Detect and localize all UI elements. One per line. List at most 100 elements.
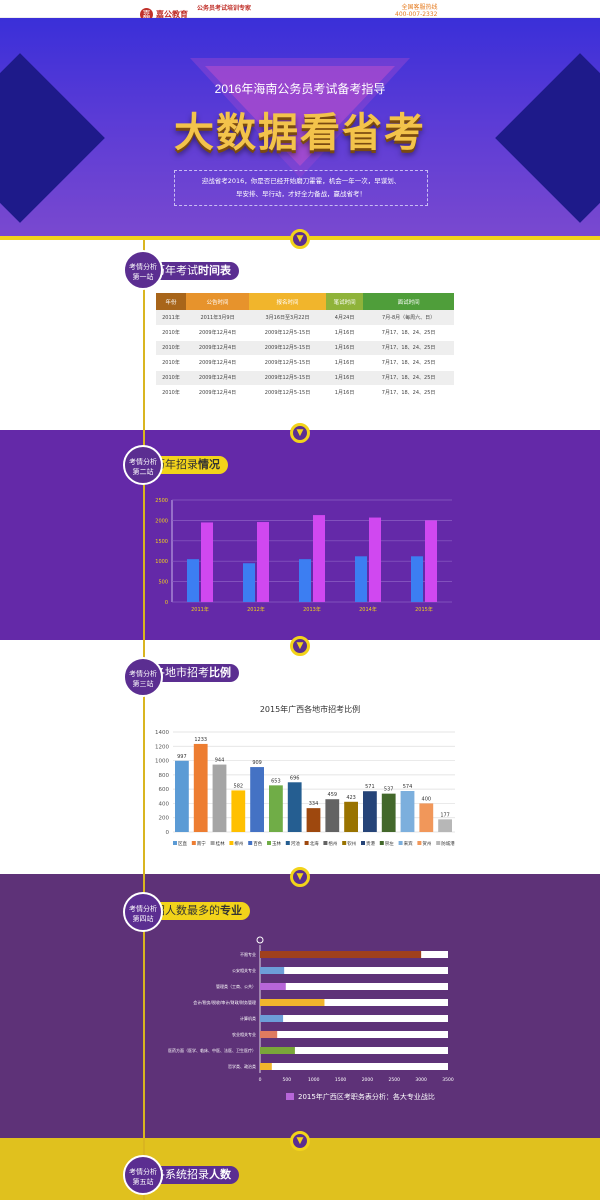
table-row: 2010年 2009年12月4日 2009年12月5-15日 1月16日 7月17、18… [156,340,454,356]
legend-label: 贺州 [422,840,431,847]
data-label: 997 [177,754,187,760]
bar [313,515,325,602]
table-cell: 2009年12月5-15日 [249,385,326,401]
table-cell: 7月17、18、24、25日 [363,385,454,401]
hero-title: 大数据看省考 [174,110,426,156]
chart-title: 2015年广西各地市招考比例 [260,704,360,714]
scroll-down-icon[interactable]: ▼ [290,636,310,656]
bar [419,803,434,832]
data-label: 574 [403,784,413,790]
x-tick-label: 2014年 [359,606,377,613]
bar [187,559,199,602]
legend-label: 防城港 [441,840,455,847]
section-5-badge: 考情分析 第五站 [123,1155,163,1195]
y-tick-label: 800 [159,773,170,779]
table-cell: 1月16日 [325,370,364,386]
section-3-title: 各地市招考比例 [140,664,239,682]
legend-label: 百色 [253,840,262,847]
table-cell: 7月17、18、24、25日 [363,325,454,341]
bar [260,1015,284,1022]
legend-swatch [286,1093,294,1100]
hotline: 全国客服热线 400-007-2332 [395,2,438,18]
bar [269,785,283,832]
y-tick-label: 0 [165,600,168,606]
logo-text: 嘉公教育 [156,10,188,19]
y-tick-label: 1500 [155,539,168,545]
table-cell: 7月17、18、24、25日 [363,370,454,386]
table-header-cell: 报名时间 [249,293,326,310]
category-label: 医药方面（医学、临床、中医、法医、卫生医疗） [168,1047,256,1053]
legend-label: 玉林 [272,840,281,847]
bar [260,999,325,1006]
scroll-down-icon[interactable]: ▼ [290,229,310,249]
scroll-down-icon[interactable]: ▼ [290,1131,310,1151]
bar [411,556,423,602]
table-cell: 2009年12月4日 [186,370,250,386]
schedule-table: 年份 公告时间 报名时间 笔试时间 面试时间 2011年 2011年3月9日 3月16日至3… [156,293,454,401]
data-label: 177 [440,812,450,818]
legend-swatch [285,841,290,845]
legend-swatch [173,841,177,845]
x-tick-label: 2012年 [247,606,265,613]
y-tick-label: 400 [159,801,170,807]
bar-track [260,1031,448,1038]
scroll-down-icon[interactable]: ▼ [290,867,310,887]
category-label: 管理类（工商、公共） [216,983,256,989]
x-tick-label: 1000 [308,1077,320,1083]
legend-label: 南宁 [197,840,206,847]
category-label: 计算机类 [240,1015,256,1021]
table-cell: 2009年12月4日 [186,340,250,356]
table-cell: 2011年 [156,310,186,326]
table-cell: 7月17、18、24、25日 [363,340,454,356]
table-cell: 2010年 [156,325,186,341]
bar [193,743,208,832]
hero-intro-line2: 早安排、早行动，才好全力备战，赢战省考！ [236,190,366,198]
bar [260,967,285,974]
bar [306,808,321,832]
bar [250,767,264,832]
table-row: 2010年 2009年12月4日 2009年12月5-15日 1月16日 7月17、18… [156,385,454,401]
legend-swatch [210,841,215,845]
x-tick-label: 0 [259,1077,262,1083]
data-label: 334 [309,801,319,807]
table-row: 2010年 2009年12月4日 2009年12月5-15日 1月16日 7月17、18… [156,370,454,386]
legend-swatch [304,841,309,845]
bar [260,1063,272,1070]
legend-label: 梧州 [328,840,337,847]
y-tick-label: 600 [159,787,170,793]
hero-intro: 迎战省考2016，你是否已经开始磨刀霍霍，机会一年一次，早谋划、 早安排、早行动… [174,170,428,206]
bar [257,522,269,602]
legend-label: 河池 [291,840,300,847]
bar [344,801,358,832]
table-cell: 2009年12月5-15日 [249,340,326,356]
bar [260,1031,278,1038]
section-5-title: 各系统招录人数 [140,1166,239,1184]
y-tick-label: 1000 [155,759,169,765]
legend-swatch [248,841,253,845]
data-label: 909 [252,760,262,766]
data-label: 423 [346,795,356,801]
bar [287,782,302,832]
legend-swatch [361,841,365,845]
section-4-badge: 考情分析 第四站 [123,892,163,932]
table-cell: 2011年3月9日 [186,310,250,326]
table-cell: 1月16日 [325,340,364,356]
hotline-label: 全国客服热线 [401,4,438,11]
bar-track [260,999,448,1006]
category-label: 农业相关专业 [232,1031,256,1037]
legend-swatch [267,841,271,845]
bar [369,517,381,602]
city-ratio-chart: 2015年广西各地市招考比例 0 200 400 600 800 1000 1200 1400 9… [155,704,455,847]
legend-swatch [398,841,403,845]
x-tick-label: 2500 [389,1077,401,1083]
table-header-cell: 笔试时间 [325,293,364,310]
y-tick-label: 1000 [155,559,168,565]
table-cell: 2009年12月5-15日 [249,355,326,371]
recruitment-chart: 0 500 1000 1500 2000 2500 2011年 2012年 2013年 2014年… [155,498,452,613]
scroll-down-icon[interactable]: ▼ [290,423,310,443]
hotline-number: 400-007-2332 [395,11,438,18]
table-row: 2011年 2011年3月9日 3月16日至3月22日 4月24日 7月-8月（每周六、… [156,310,454,326]
bar-track [260,1063,448,1070]
table-header-cell: 面试时间 [363,293,454,310]
